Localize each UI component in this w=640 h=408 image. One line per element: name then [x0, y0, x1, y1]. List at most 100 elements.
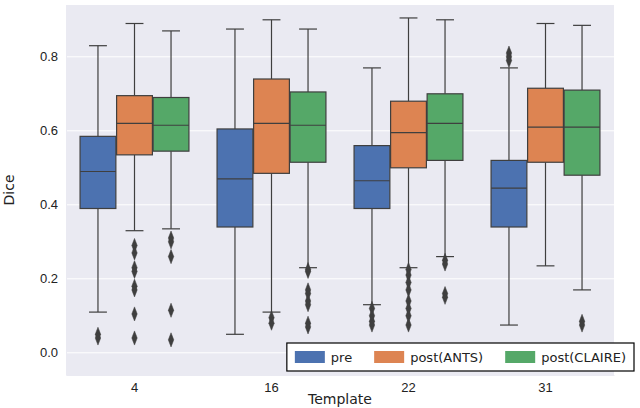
box [217, 29, 253, 334]
upper-cap [126, 23, 144, 24]
x-tick: 16 [264, 375, 278, 395]
outlier [442, 290, 447, 304]
upper-cap [400, 17, 418, 18]
x-tick-label: 22 [401, 380, 415, 395]
x-tick-label: 31 [538, 380, 552, 395]
upper-whisker [545, 24, 546, 89]
y-tick: 0.2 [40, 271, 66, 286]
upper-cap [89, 45, 107, 46]
x-axis-line [67, 375, 615, 376]
lower-whisker [234, 227, 235, 334]
median [491, 188, 527, 189]
lower-cap [226, 334, 244, 335]
lower-cap [573, 289, 591, 290]
box [290, 29, 326, 334]
median [153, 125, 189, 126]
upper-whisker [408, 18, 409, 101]
x-tick: 31 [538, 375, 552, 395]
box [117, 24, 153, 346]
lower-whisker [307, 162, 308, 267]
lower-whisker [444, 160, 445, 256]
upper-whisker [371, 68, 372, 146]
legend-label: pre [331, 350, 352, 365]
y-axis-title: Dice [1, 175, 17, 206]
box-body [117, 96, 153, 155]
y-tick: 0.0 [40, 345, 66, 360]
box-body [290, 92, 326, 162]
lower-whisker [408, 168, 409, 268]
legend-frame [287, 343, 634, 371]
legend-swatch [295, 351, 325, 363]
legend-label: post(ANTS) [410, 350, 483, 365]
upper-whisker [508, 68, 509, 160]
box-body [491, 160, 527, 227]
outlier [305, 320, 310, 334]
upper-cap [162, 30, 180, 31]
y-tick: 0.6 [40, 123, 66, 138]
median [564, 126, 600, 127]
box [391, 18, 427, 332]
box-body [153, 98, 189, 152]
y-tick: 0.8 [40, 49, 66, 64]
median [117, 123, 153, 124]
upper-whisker [581, 25, 582, 90]
box-series [80, 29, 527, 345]
outlier [132, 264, 137, 278]
median [254, 123, 290, 124]
box [80, 46, 116, 345]
outlier [269, 316, 274, 330]
y-tick-label: 0.6 [40, 123, 58, 138]
box-body [217, 129, 253, 227]
upper-cap [226, 28, 244, 29]
lower-cap [89, 312, 107, 313]
y-tick-label: 0.0 [40, 345, 58, 360]
lower-cap [162, 228, 180, 229]
median [528, 126, 564, 127]
box [427, 20, 463, 305]
grid-line [66, 204, 614, 205]
lower-whisker [170, 151, 171, 229]
box [564, 25, 600, 332]
upper-whisker [271, 20, 272, 79]
box-body [254, 79, 290, 173]
x-axis-title: Template [307, 391, 372, 407]
box [354, 68, 390, 332]
outlier [168, 333, 173, 347]
median [290, 125, 326, 126]
legend-swatch [505, 351, 535, 363]
outlier [132, 331, 137, 345]
lower-whisker [97, 209, 98, 313]
outlier [168, 235, 173, 249]
y-tick: 0.4 [40, 197, 66, 212]
y-axis: 0.0 0.2 0.4 0.6 0.8 [40, 6, 67, 376]
lower-whisker [371, 209, 372, 305]
outlier [168, 303, 173, 317]
box-body [80, 136, 116, 208]
boxes [80, 18, 600, 347]
grid-line [66, 56, 614, 57]
box [254, 20, 290, 330]
outlier [305, 298, 310, 312]
outlier [406, 318, 411, 332]
plot-background [66, 5, 614, 375]
outlier [442, 257, 447, 271]
grid [66, 57, 614, 353]
outlier [305, 264, 310, 278]
upper-whisker [307, 29, 308, 92]
grid-line [66, 278, 614, 279]
lower-whisker [545, 162, 546, 266]
x-tick: 22 [401, 375, 415, 395]
box-body [427, 94, 463, 161]
x-tick-label: 4 [131, 380, 138, 395]
median [80, 171, 116, 172]
median [354, 180, 390, 181]
lower-whisker [508, 227, 509, 325]
upper-cap [537, 23, 555, 24]
outlier [132, 307, 137, 321]
upper-cap [299, 28, 317, 29]
y-tick-label: 0.4 [40, 197, 58, 212]
upper-whisker [97, 46, 98, 137]
median [217, 178, 253, 179]
legend-label: post(CLAIRE) [541, 350, 626, 365]
x-tick: 4 [131, 375, 138, 395]
